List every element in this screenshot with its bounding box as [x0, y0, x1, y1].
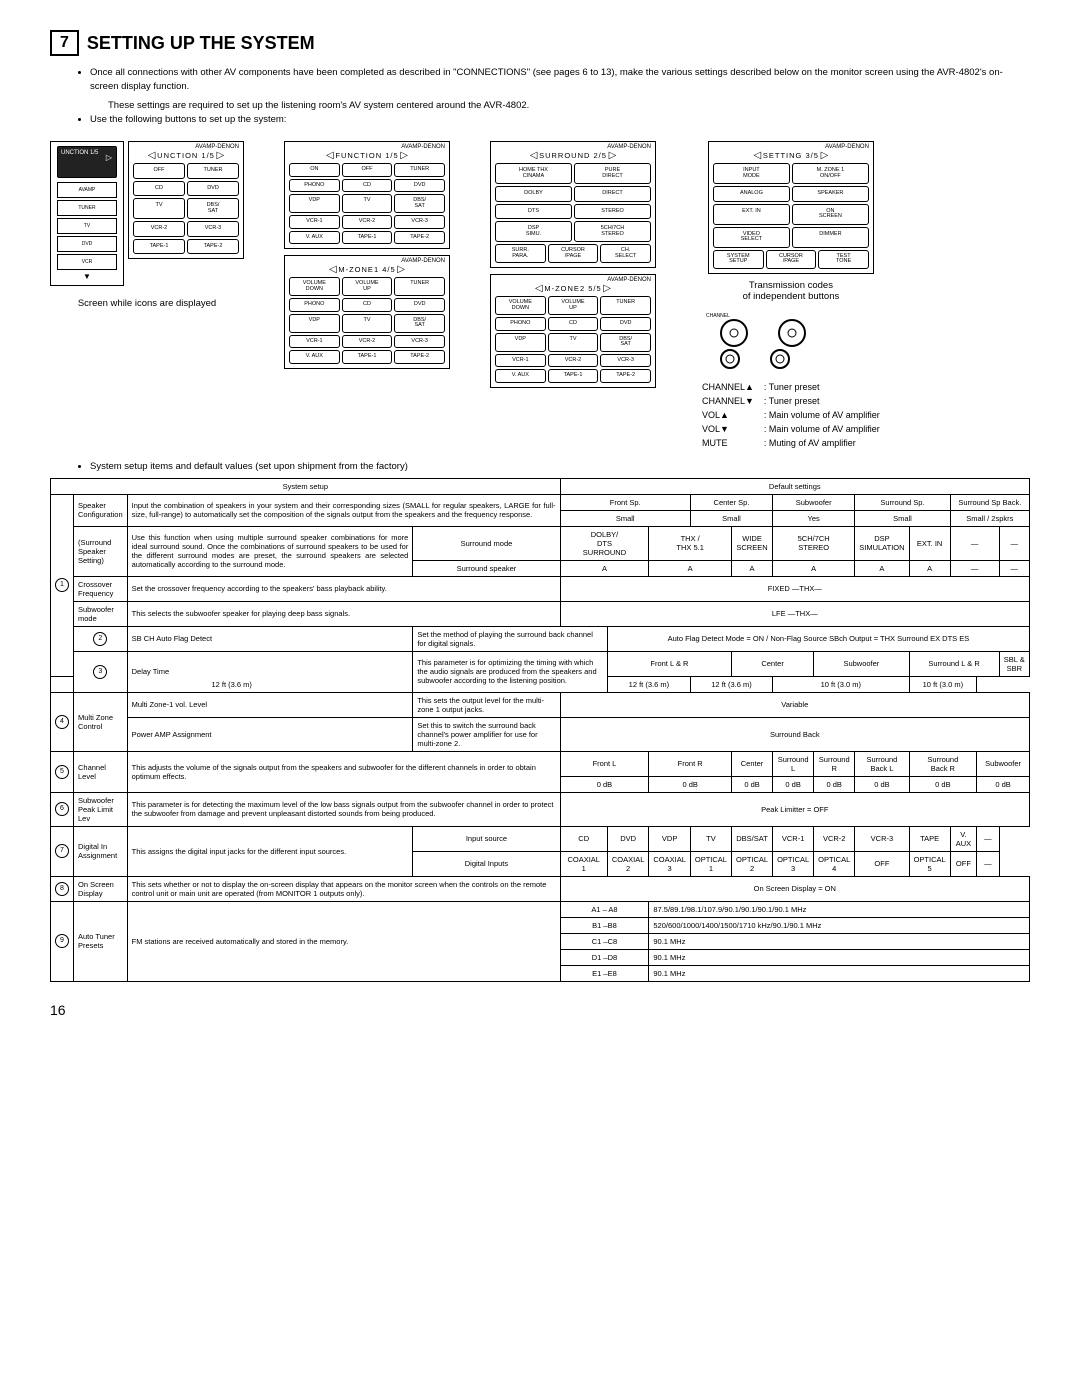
section-number: 7	[50, 30, 79, 56]
subhead: System setup items and default values (s…	[50, 461, 1030, 472]
intro-list: Once all connections with other AV compo…	[50, 66, 1030, 127]
icon-column: UNCTION 1/5▷ AVAMPTUNERTVDVDVCR ▼	[50, 141, 124, 286]
system-setup-table: System setupDefault settings 1 Speaker C…	[50, 478, 1030, 982]
page-number: 16	[50, 1002, 1030, 1018]
section-title: SETTING UP THE SYSTEM	[87, 33, 315, 54]
screen-caption: Screen while icons are displayed	[78, 298, 216, 309]
transmission-table: CHANNEL▲: Tuner preset CHANNEL▼: Tuner p…	[696, 379, 886, 451]
